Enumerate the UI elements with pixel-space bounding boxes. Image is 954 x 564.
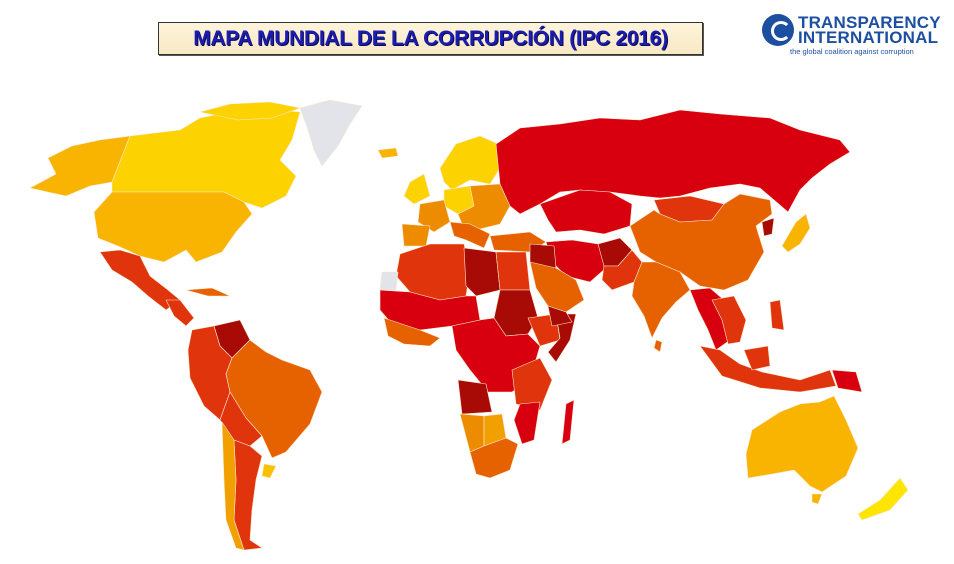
region-indonesia — [699, 345, 837, 393]
region-indochina — [711, 295, 747, 345]
region-india — [631, 261, 691, 339]
region-usa — [93, 191, 253, 263]
logo-line1: TRANSPARENCY — [798, 13, 941, 32]
region-west-africa — [383, 317, 441, 347]
region-saudi-arabia — [529, 261, 585, 313]
region-france — [417, 199, 451, 233]
region-philippines — [769, 299, 785, 331]
region-central-asia — [539, 189, 633, 235]
world-corruption-map — [29, 99, 909, 551]
region-south-africa — [469, 437, 519, 479]
region-sri-lanka — [653, 339, 663, 353]
region-angola — [457, 379, 493, 415]
region-chile — [221, 421, 245, 551]
region-scandinavia — [439, 135, 501, 191]
page-title: MAPA MUNDIAL DE LA CORRUPCIÓN (IPC 2016) — [193, 26, 668, 50]
region-borneo — [743, 345, 771, 371]
region-greenland — [299, 99, 363, 167]
region-tasmania — [811, 493, 823, 505]
region-east-africa — [511, 357, 553, 411]
title-banner: MAPA MUNDIAL DE LA CORRUPCIÓN (IPC 2016) — [158, 22, 703, 55]
region-uk-ireland — [403, 173, 431, 205]
region-north-korea — [761, 217, 775, 237]
region-egypt — [495, 251, 531, 291]
region-madagascar — [561, 399, 575, 445]
logo-tagline: the global coalition against corruption — [790, 47, 914, 56]
region-yemen — [547, 305, 573, 327]
region-somalia — [547, 313, 577, 363]
region-russia — [495, 109, 851, 215]
transparency-international-logo: TRANSPARENCY INTERNATIONAL the global co… — [760, 12, 944, 56]
ti-globe-icon — [762, 14, 794, 46]
region-central-america — [165, 299, 195, 327]
logo-line2: INTERNATIONAL — [798, 28, 939, 47]
region-uruguay — [261, 463, 277, 479]
region-canada-islands — [199, 101, 301, 121]
region-australia — [745, 395, 859, 493]
region-png — [831, 369, 863, 393]
region-caribbean — [185, 287, 231, 297]
region-mozambique — [513, 401, 541, 445]
region-western-sahara — [379, 271, 399, 291]
region-japan — [781, 213, 811, 253]
region-italy-balkans — [449, 221, 491, 249]
region-iberia — [401, 223, 431, 247]
region-alaska — [29, 135, 131, 197]
region-namibia — [459, 413, 485, 453]
region-libya — [463, 247, 501, 297]
region-iceland — [377, 147, 399, 159]
region-new-zealand — [857, 477, 909, 521]
